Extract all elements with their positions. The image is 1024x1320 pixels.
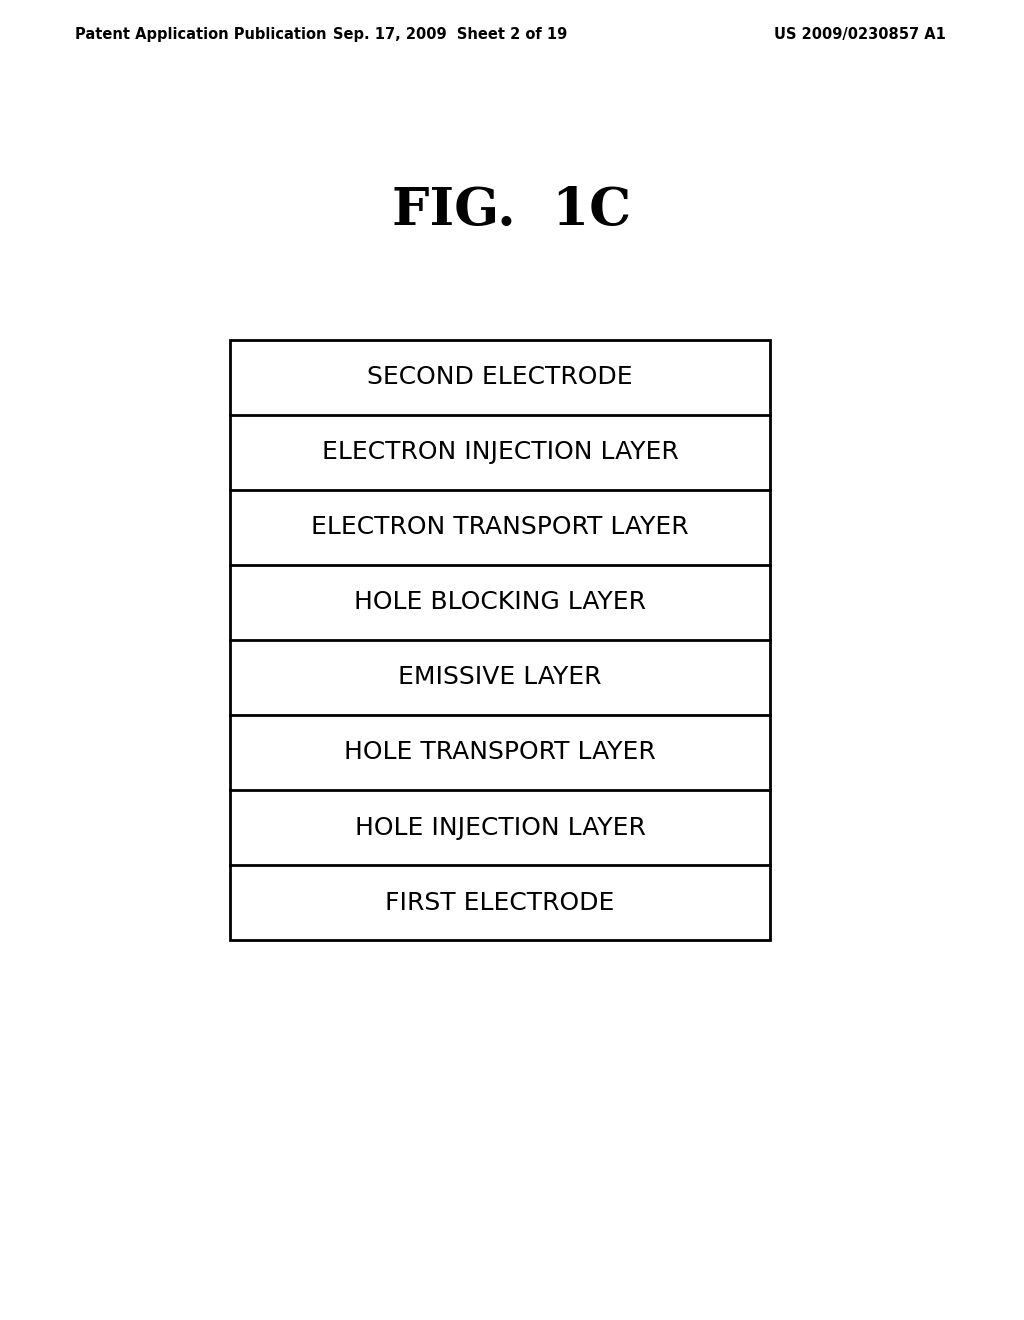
Text: FIG.  1C: FIG. 1C <box>392 185 632 235</box>
Text: SECOND ELECTRODE: SECOND ELECTRODE <box>368 366 633 389</box>
Text: ELECTRON TRANSPORT LAYER: ELECTRON TRANSPORT LAYER <box>311 516 689 540</box>
Text: Patent Application Publication: Patent Application Publication <box>75 28 327 42</box>
Bar <box>230 341 770 940</box>
Text: HOLE BLOCKING LAYER: HOLE BLOCKING LAYER <box>354 590 646 615</box>
Text: ELECTRON INJECTION LAYER: ELECTRON INJECTION LAYER <box>322 441 678 465</box>
Text: EMISSIVE LAYER: EMISSIVE LAYER <box>398 665 602 689</box>
Text: FIRST ELECTRODE: FIRST ELECTRODE <box>385 891 614 915</box>
Text: US 2009/0230857 A1: US 2009/0230857 A1 <box>774 28 946 42</box>
Text: Sep. 17, 2009  Sheet 2 of 19: Sep. 17, 2009 Sheet 2 of 19 <box>333 28 567 42</box>
Text: HOLE TRANSPORT LAYER: HOLE TRANSPORT LAYER <box>344 741 656 764</box>
Text: HOLE INJECTION LAYER: HOLE INJECTION LAYER <box>354 816 645 840</box>
